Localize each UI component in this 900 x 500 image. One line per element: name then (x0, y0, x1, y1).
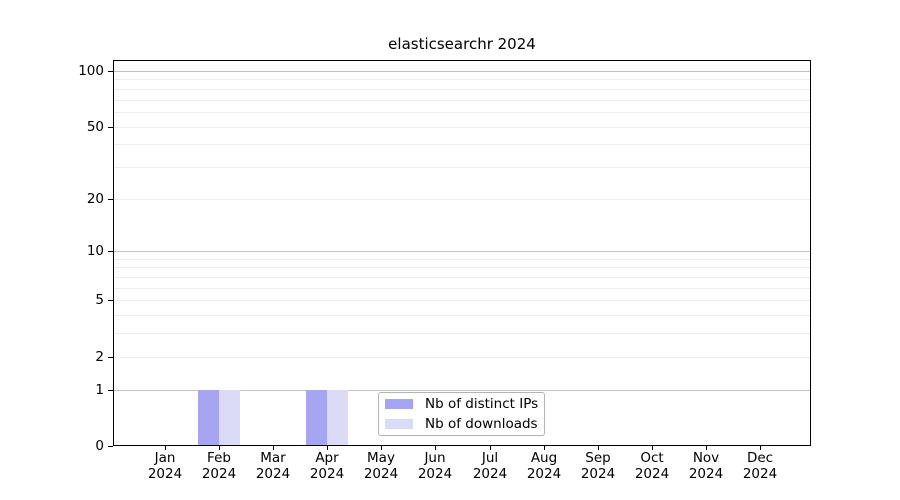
x-tick-label-may: May 2024 (363, 450, 399, 482)
y-tick-0 (108, 445, 113, 447)
y-gridline-minor-20 (114, 198, 810, 200)
x-tick-dec (759, 446, 761, 450)
x-tick-label-nov: Nov 2024 (688, 450, 724, 482)
chart-title: elasticsearchr 2024 (388, 35, 536, 53)
x-tick-mar (272, 446, 274, 450)
x-tick-label-aug: Aug 2024 (526, 450, 562, 482)
y-gridline-major-100 (114, 70, 810, 72)
y-gridline-minor-30 (114, 166, 810, 168)
x-tick-jul (489, 446, 491, 450)
y-tick-label-2: 2 (95, 349, 104, 365)
legend-swatch-downloads (385, 419, 413, 429)
y-tick-5 (108, 299, 113, 301)
x-tick-may (380, 446, 382, 450)
legend-item-downloads: Nb of downloads (385, 416, 544, 433)
x-tick-label-mar: Mar 2024 (255, 450, 291, 482)
x-tick-label-apr: Apr 2024 (309, 450, 345, 482)
y-tick-label-20: 20 (86, 191, 104, 207)
x-tick-nov (705, 446, 707, 450)
x-tick-label-sep: Sep 2024 (580, 450, 616, 482)
y-tick-label-5: 5 (95, 292, 104, 308)
legend-item-distinct-ips: Nb of distinct IPs (385, 396, 544, 413)
y-tick-20 (108, 198, 113, 200)
x-tick-label-feb: Feb 2024 (201, 450, 237, 482)
y-gridline-minor-50 (114, 126, 810, 128)
y-gridline-minor-9 (114, 258, 810, 260)
plot-area (113, 60, 811, 446)
bar-nb-of-distinct-ips-apr (306, 389, 328, 445)
y-tick-50 (108, 126, 113, 128)
y-gridline-minor-60 (114, 111, 810, 113)
bar-nb-of-downloads-apr (327, 389, 349, 445)
y-tick-1 (108, 389, 113, 391)
y-gridline-minor-2 (114, 356, 810, 358)
x-tick-label-jun: Jun 2024 (417, 450, 453, 482)
bar-nb-of-distinct-ips-feb (198, 389, 220, 445)
y-gridline-minor-8 (114, 266, 810, 268)
x-tick-label-dec: Dec 2024 (742, 450, 778, 482)
legend-swatch-distinct-ips (385, 399, 413, 409)
x-tick-aug (543, 446, 545, 450)
y-gridline-minor-4 (114, 314, 810, 316)
legend: Nb of distinct IPs Nb of downloads (378, 392, 545, 436)
y-gridline-minor-7 (114, 276, 810, 278)
y-gridline-major-10 (114, 250, 810, 252)
x-tick-label-oct: Oct 2024 (634, 450, 670, 482)
y-tick-2 (108, 356, 113, 358)
y-gridline-minor-5 (114, 299, 810, 301)
bar-nb-of-downloads-feb (219, 389, 241, 445)
x-tick-jan (164, 446, 166, 450)
x-tick-label-jan: Jan 2024 (147, 450, 183, 482)
plot-canvas (114, 61, 810, 445)
y-gridline-minor-6 (114, 287, 810, 289)
y-tick-100 (108, 70, 113, 72)
y-tick-10 (108, 250, 113, 252)
x-tick-feb (218, 446, 220, 450)
y-gridline-minor-80 (114, 88, 810, 90)
y-gridline-minor-90 (114, 78, 810, 80)
x-tick-apr (326, 446, 328, 450)
legend-label-distinct-ips: Nb of distinct IPs (425, 396, 539, 412)
y-tick-label-100: 100 (78, 63, 104, 79)
y-tick-label-1: 1 (95, 382, 104, 398)
x-tick-sep (597, 446, 599, 450)
y-tick-label-0: 0 (95, 438, 104, 454)
legend-label-downloads: Nb of downloads (425, 416, 538, 432)
x-tick-jun (434, 446, 436, 450)
x-tick-oct (651, 446, 653, 450)
y-tick-label-10: 10 (86, 243, 104, 259)
y-gridline-minor-3 (114, 332, 810, 334)
x-tick-label-jul: Jul 2024 (472, 450, 508, 482)
y-gridline-minor-40 (114, 143, 810, 145)
y-tick-label-50: 50 (86, 119, 104, 135)
y-gridline-major-1 (114, 389, 810, 391)
y-gridline-minor-70 (114, 99, 810, 101)
